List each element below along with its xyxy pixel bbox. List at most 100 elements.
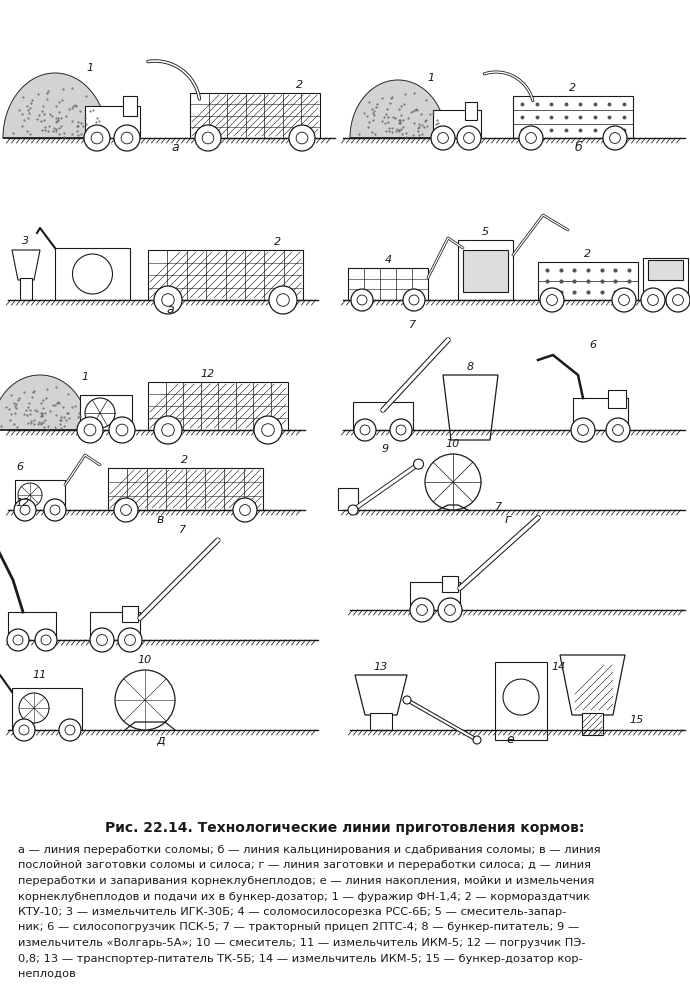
Text: 10: 10 [446,439,460,449]
Text: 7: 7 [495,502,502,512]
Bar [465,102,477,120]
Text: а — линия переработки соломы; б — линия кальцинирования и сдабривания соломы; в : а — линия переработки соломы; б — линия … [18,845,600,855]
Text: 2: 2 [584,249,591,259]
Circle shape [277,294,289,306]
Text: 2: 2 [181,455,188,465]
Circle shape [269,286,297,314]
Text: 2: 2 [275,237,282,247]
Circle shape [403,696,411,704]
Polygon shape [0,375,88,430]
Text: 14: 14 [551,662,565,672]
Circle shape [84,424,96,436]
Circle shape [613,425,623,435]
Circle shape [526,133,536,143]
Text: КТУ-10; 3 — измельчитель ИГК-30Б; 4 — соломосилосорезка РСС-6Б; 5 — смеситель-за: КТУ-10; 3 — измельчитель ИГК-30Б; 4 — со… [18,907,566,917]
Circle shape [91,132,103,144]
Circle shape [571,418,595,442]
Circle shape [154,416,182,444]
Circle shape [431,126,455,150]
Circle shape [50,505,60,515]
Text: 15: 15 [629,715,643,725]
Text: 10: 10 [138,655,152,665]
Circle shape [202,132,214,144]
Circle shape [154,286,182,314]
Bar [573,398,628,430]
Text: послойной заготовки соломы и силоса; г — линия заготовки и переработки силоса; д: послойной заготовки соломы и силоса; г —… [18,861,591,871]
Text: 11: 11 [33,670,47,680]
Circle shape [648,295,658,306]
Circle shape [115,670,175,730]
Bar [648,260,683,280]
Bar [20,278,32,300]
Circle shape [296,132,308,144]
Circle shape [90,628,114,652]
Circle shape [44,499,66,521]
Bar [90,612,140,640]
Text: 12: 12 [16,498,30,508]
Circle shape [97,635,108,645]
Bar [458,240,513,300]
Circle shape [666,288,690,312]
Circle shape [121,132,133,144]
Text: 12: 12 [201,369,215,379]
Bar [370,713,392,730]
Circle shape [357,295,367,305]
Polygon shape [3,73,107,138]
Circle shape [116,424,128,436]
Text: 7: 7 [179,525,186,535]
Text: 1: 1 [427,73,435,83]
Circle shape [437,133,448,143]
Polygon shape [443,375,498,440]
Bar [15,480,65,510]
Circle shape [118,628,142,652]
Bar [190,93,320,138]
Circle shape [609,133,620,143]
Circle shape [413,459,424,469]
Circle shape [7,629,29,651]
Bar [433,110,481,138]
Text: переработки и запаривания корнеклубнеплодов; е — линия накопления, мойки и измел: переработки и запаривания корнеклубнепло… [18,876,594,886]
Bar [8,612,56,640]
Circle shape [121,504,131,515]
Circle shape [233,498,257,522]
Bar [353,402,413,430]
Circle shape [161,294,175,306]
Text: 4: 4 [384,255,391,265]
Circle shape [348,505,358,515]
Circle shape [606,418,630,442]
Circle shape [254,416,282,444]
Text: неплодов: неплодов [18,969,76,979]
Text: е: е [506,733,514,746]
Circle shape [425,454,481,510]
Text: 2: 2 [569,83,577,93]
Circle shape [473,736,481,744]
Circle shape [641,288,665,312]
Bar [55,248,130,300]
Circle shape [403,289,425,311]
Bar [122,606,138,622]
Circle shape [390,419,412,441]
Text: 3: 3 [23,236,30,246]
Text: д: д [156,733,164,746]
Text: ник; 6 — силосопогрузчик ПСК-5; 7 — тракторный прицеп 2ПТС-4; 8 — бункер-питател: ник; 6 — силосопогрузчик ПСК-5; 7 — трак… [18,922,579,932]
Circle shape [578,425,589,435]
Circle shape [360,425,370,435]
Text: Рис. 22.14. Технологические линии приготовления кормов:: Рис. 22.14. Технологические линии пригот… [106,821,584,835]
Polygon shape [560,655,625,715]
Circle shape [13,636,23,644]
Bar [348,268,428,300]
Circle shape [14,499,36,521]
Circle shape [540,288,564,312]
Bar [80,395,132,430]
Bar [12,688,82,730]
Text: 6: 6 [589,340,597,350]
Circle shape [35,629,57,651]
Circle shape [603,126,627,150]
Bar [410,582,460,610]
Circle shape [239,504,250,515]
Bar [495,662,547,740]
Circle shape [13,719,35,741]
Circle shape [396,425,406,435]
Text: 9: 9 [382,444,388,454]
Bar [463,250,508,292]
